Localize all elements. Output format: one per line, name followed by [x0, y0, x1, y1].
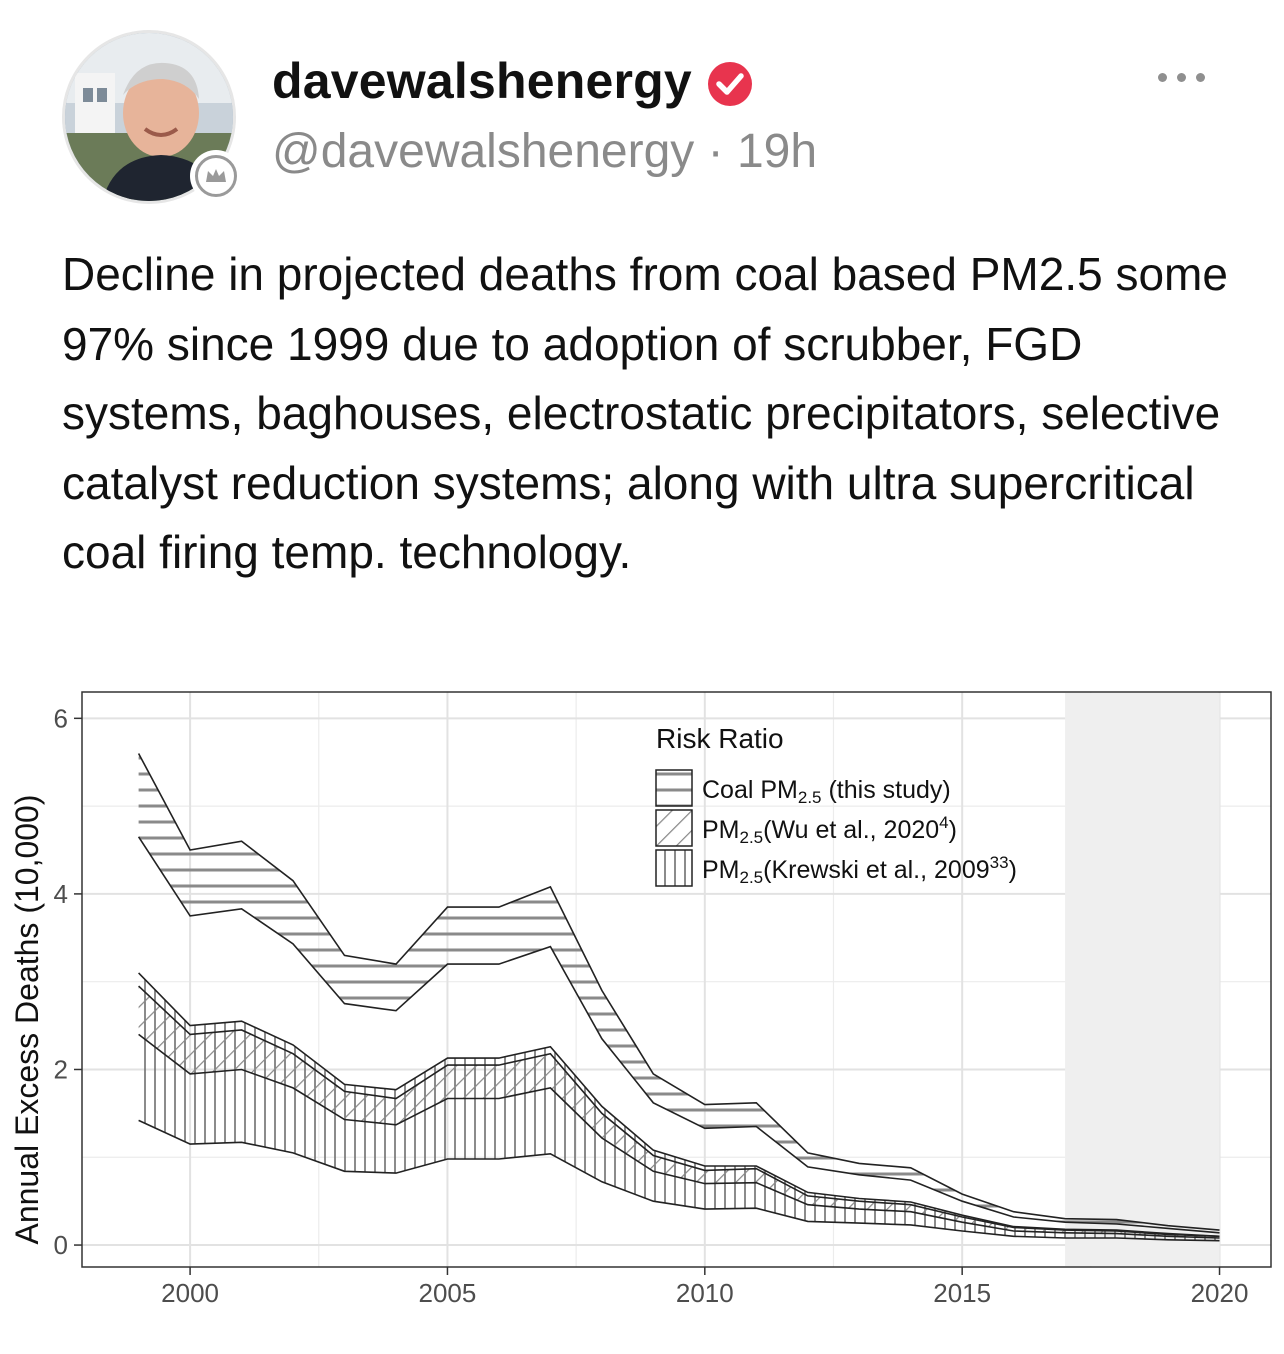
- shaded-period: [1065, 693, 1220, 1266]
- x-tick-label: 2015: [933, 1278, 991, 1308]
- legend-label-main: Coal PM: [702, 776, 798, 804]
- legend-label: Coal PM2.5 (this study): [702, 776, 951, 807]
- handle-and-time[interactable]: @davewalshenergy · 19h: [272, 124, 817, 179]
- legend: Risk Ratio Coal PM2.5 (this study)PM2.5(…: [655, 723, 1017, 887]
- band-vertical-upper-line: [138, 972, 1220, 1238]
- avatar[interactable]: [62, 30, 236, 204]
- legend-label-subscript: 2.5: [798, 788, 822, 807]
- legend-label-superscript: 33: [990, 853, 1009, 872]
- excess-deaths-chart: 2000 2005 2010 2015 2020 0 2 4 6 Annual Excess D…: [9, 691, 1272, 1308]
- more-options-button[interactable]: [1158, 62, 1218, 92]
- legend-label-subscript: 2.5: [740, 828, 764, 847]
- x-tick-label: 2000: [161, 1278, 219, 1308]
- band-horizontal-upper-line: [137, 753, 1220, 1231]
- legend-label-main: PM: [702, 856, 740, 884]
- band-diagonal-lower-line: [138, 1033, 1220, 1239]
- legend-label-superscript: 4: [939, 813, 948, 832]
- legend-label-subscript: 2.5: [740, 868, 764, 887]
- crown-badge: [190, 150, 242, 202]
- x-tick-label: 2020: [1191, 1278, 1249, 1308]
- band-vertical-lower-line: [138, 1119, 1220, 1242]
- legend-label: PM2.5(Krewski et al., 200933): [702, 853, 1017, 887]
- legend-label: PM2.5(Wu et al., 20204): [702, 813, 957, 847]
- post-time: 19h: [736, 125, 818, 178]
- legend-label-main: PM: [702, 816, 740, 844]
- legend-key-vertical: [655, 849, 693, 887]
- legend-label-text: (this study): [822, 776, 951, 804]
- more-horizontal-icon: [1158, 72, 1167, 82]
- legend-key-diagonal: [655, 809, 693, 847]
- x-tick-label: 2010: [676, 1278, 734, 1308]
- post-text: Decline in projected deaths from coal ba…: [62, 248, 1228, 578]
- band-horizontal: [138, 753, 1220, 1233]
- y-axis-label: Annual Excess Deaths (10,000): [9, 794, 45, 1244]
- legend-label-end: ): [1009, 856, 1017, 884]
- legend-label-end: ): [949, 816, 957, 844]
- legend-title: Risk Ratio: [656, 723, 784, 754]
- display-name[interactable]: davewalshenergy: [272, 53, 692, 109]
- band-diagonal: [138, 986, 1220, 1238]
- legend-label-text: (Wu et al., 2020: [763, 816, 939, 844]
- y-tick-label: 6: [54, 703, 68, 733]
- x-tick-label: 2005: [419, 1278, 477, 1308]
- handle[interactable]: @davewalshenergy: [272, 125, 695, 178]
- legend-key-horizontal: [655, 769, 693, 807]
- crown-icon: [195, 155, 237, 197]
- legend-label-text: (Krewski et al., 2009: [763, 856, 990, 884]
- band-horizontal-lower-line: [137, 836, 1220, 1234]
- series-bands: [137, 753, 1220, 1242]
- band-diagonal-upper-line: [138, 985, 1220, 1238]
- plot-border: [81, 691, 1272, 1268]
- separator-dot: ·: [694, 125, 737, 178]
- y-tick-label: 0: [54, 1230, 68, 1260]
- axes: 2000 2005 2010 2015 2020 0 2 4 6: [54, 703, 1249, 1308]
- y-tick-label: 4: [54, 879, 68, 909]
- verified-check-icon: [708, 62, 752, 106]
- y-tick-label: 2: [54, 1054, 68, 1084]
